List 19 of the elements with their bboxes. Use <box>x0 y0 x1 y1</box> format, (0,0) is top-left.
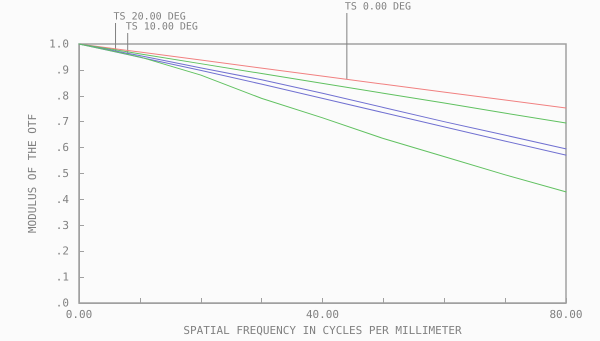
y-tick-label: .0 <box>56 296 69 310</box>
x-axis-title: SPATIAL FREQUENCY IN CYCLES PER MILLIMETER <box>183 324 462 337</box>
y-tick-label: .8 <box>56 89 69 102</box>
y-tick-label: .7 <box>56 115 69 128</box>
y-tick-label: .2 <box>56 244 69 258</box>
x-tick-label: 0.00 <box>66 308 92 321</box>
y-tick-label: .9 <box>56 63 69 76</box>
y-tick-label: .1 <box>56 270 69 284</box>
y-tick-label: 1.0 <box>49 38 69 50</box>
annotation: TS 20.00 DEG <box>114 12 186 22</box>
annotation: TS 10.00 DEG <box>126 22 198 32</box>
x-tick-label: 40.00 <box>306 308 340 321</box>
annotation: TS 0.00 DEG <box>344 2 412 12</box>
y-axis-title: MODULUS OF THE OTF <box>26 114 40 234</box>
y-tick-label: .5 <box>56 167 69 180</box>
y-tick-label: .6 <box>56 141 69 154</box>
y-tick-label: .3 <box>56 218 69 232</box>
x-tick-label: 80.00 <box>549 308 583 321</box>
y-tick-label: .4 <box>56 192 70 206</box>
